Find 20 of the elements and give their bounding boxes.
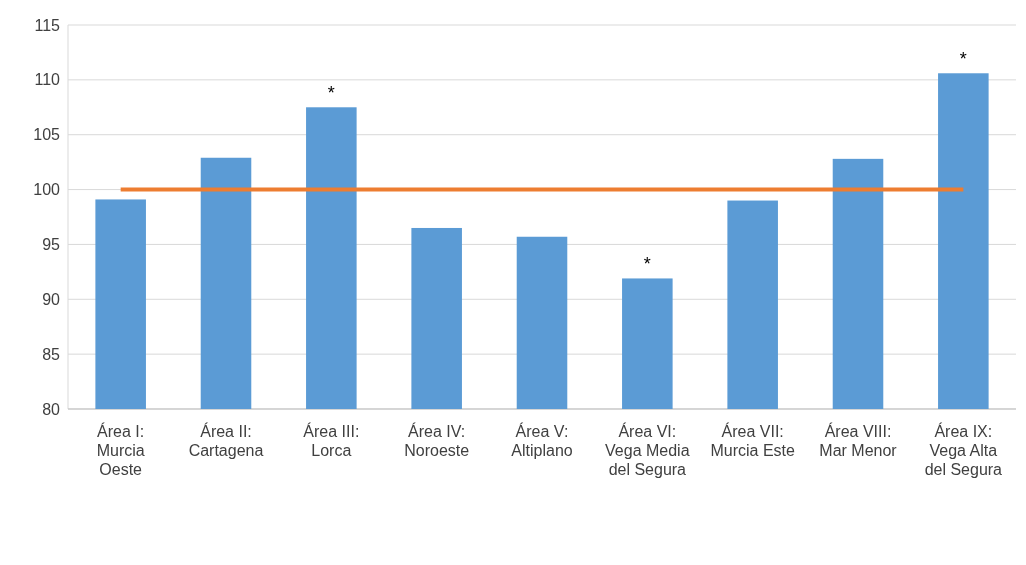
annotation: * xyxy=(959,49,967,70)
y-tick-label: 95 xyxy=(42,236,61,254)
y-tick-label: 100 xyxy=(33,181,61,199)
y-tick-label: 110 xyxy=(34,71,61,89)
y-tick-label: 105 xyxy=(33,126,61,144)
x-tick-label: Área VIII: Mar Menor xyxy=(819,422,898,460)
x-tick-label: Área IV: Noroeste xyxy=(404,422,470,460)
x-tick-label: Área I: Murcia Oeste xyxy=(96,422,145,479)
y-tick-label: 115 xyxy=(34,16,61,34)
x-tick-label: Área V: Altiplano xyxy=(511,422,573,460)
x-tick-label: Área VI: Vega Media del Segura xyxy=(605,422,690,479)
y-tick-label: 85 xyxy=(42,345,61,363)
y-tick-label: 80 xyxy=(42,400,61,418)
annotation: * xyxy=(327,83,335,104)
x-tick-label: Área III: Lorca xyxy=(303,422,360,460)
y-tick-label: 90 xyxy=(42,290,61,308)
x-tick-label: Área VII: Murcia Este xyxy=(710,422,795,460)
x-tick-label: Área II: Cartagena xyxy=(188,422,264,460)
annotation: * xyxy=(643,254,651,275)
x-tick-label: Área IX: Vega Alta del Segura xyxy=(924,422,1003,479)
